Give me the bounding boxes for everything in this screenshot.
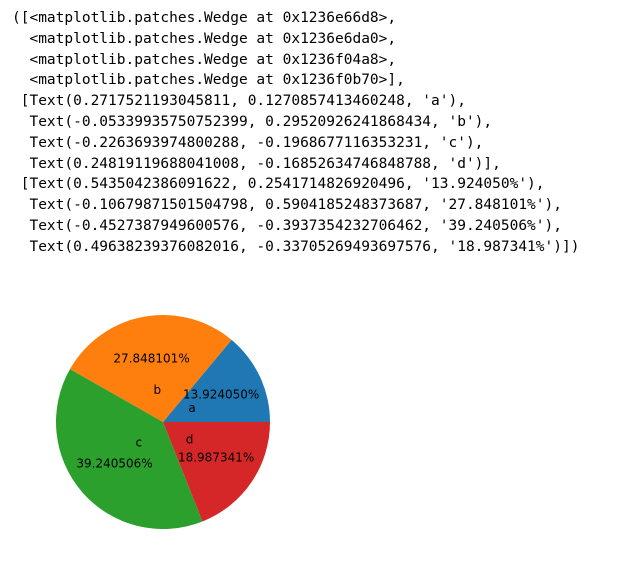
output-line: Text(0.49638239376082016, -0.33705269493… bbox=[12, 238, 580, 255]
wedge-label: d bbox=[186, 433, 194, 447]
output-line: Text(-0.05339935750752399, 0.29520926241… bbox=[12, 113, 493, 130]
output-line: [Text(0.5435042386091622, 0.254171482692… bbox=[12, 176, 545, 193]
output-line: <matplotlib.patches.Wedge at 0x1236f04a8… bbox=[12, 51, 397, 68]
output-line: ([<matplotlib.patches.Wedge at 0x1236e66… bbox=[12, 10, 397, 26]
chart: a13.924050% b 27.848101% c 39.240506% d 18.987… bbox=[55, 315, 270, 529]
pie-wedge bbox=[55, 369, 203, 529]
output-line: Text(-0.10679871501504798, 0.59041852483… bbox=[12, 197, 562, 214]
output-line: [Text(0.2717521193045811, 0.127085741346… bbox=[12, 93, 466, 110]
wedge-label: a bbox=[188, 401, 195, 415]
wedge-label: c bbox=[135, 436, 142, 450]
pct-label: 39.240506% bbox=[76, 457, 152, 471]
output-line: Text(-0.2263693974800288, -0.19686771163… bbox=[12, 134, 484, 151]
pct-label: 13.924050% bbox=[183, 387, 259, 401]
output-line: Text(0.24819119688041008, -0.16852634746… bbox=[12, 155, 501, 172]
pie-wedge bbox=[163, 422, 270, 522]
output-line: <matplotlib.patches.Wedge at 0x1236f0b70… bbox=[12, 72, 405, 89]
output-line: <matplotlib.patches.Wedge at 0x1236e6da0… bbox=[12, 30, 397, 47]
pct-label: 27.848101% bbox=[113, 351, 189, 365]
cell-output: ([<matplotlib.patches.Wedge at 0x1236e66… bbox=[12, 8, 579, 258]
output-line: Text(-0.4527387949600576, -0.39373542327… bbox=[12, 217, 562, 234]
pie-wedge bbox=[69, 315, 232, 422]
wedge-label: b bbox=[153, 383, 161, 397]
pct-label: 18.987341% bbox=[178, 451, 254, 465]
pie-wedge bbox=[163, 339, 270, 422]
